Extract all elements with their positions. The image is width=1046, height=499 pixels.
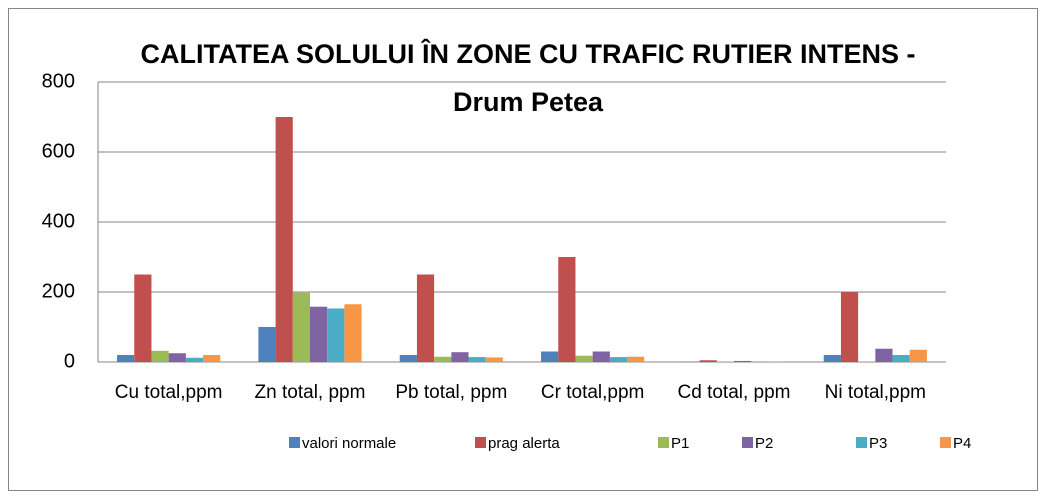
bar	[840, 292, 859, 362]
bar	[327, 308, 345, 362]
legend-swatch	[658, 437, 669, 448]
x-tick-label: Pb total, ppm	[395, 382, 508, 403]
bar	[310, 306, 328, 362]
legend-label: valori normale	[302, 435, 396, 452]
bar	[558, 257, 576, 362]
bar	[434, 356, 452, 362]
bar	[823, 355, 841, 362]
legend-label: P1	[671, 435, 689, 452]
bar	[699, 360, 717, 362]
bar	[185, 357, 204, 362]
x-tick-label: Cd total, ppm	[677, 382, 791, 403]
legend-swatch	[742, 437, 753, 448]
bar	[292, 292, 310, 362]
legend-swatch	[856, 437, 867, 448]
bar	[399, 355, 417, 362]
legend-swatch	[940, 437, 951, 448]
bar	[344, 304, 362, 362]
bar	[592, 351, 610, 362]
bar	[203, 355, 221, 362]
bar	[134, 274, 152, 362]
bar	[451, 352, 469, 362]
legend-swatch	[475, 437, 486, 448]
y-tick-label: 400	[42, 210, 75, 232]
bar	[875, 348, 893, 362]
legend-label: P3	[869, 435, 887, 452]
bar	[892, 355, 910, 362]
bar	[151, 350, 169, 362]
bar	[485, 357, 503, 362]
bar	[416, 274, 435, 362]
bar	[275, 117, 293, 362]
bar	[575, 355, 593, 362]
bar	[468, 357, 486, 362]
chart-border	[8, 8, 1038, 491]
bar	[117, 355, 135, 362]
legend-label: P2	[755, 435, 773, 452]
x-tick-label: Cu total,ppm	[114, 382, 223, 403]
legend-swatch	[289, 437, 300, 448]
bar	[909, 349, 927, 362]
y-tick-label: 800	[42, 70, 75, 92]
bar	[734, 360, 752, 362]
bar	[609, 357, 628, 362]
legend-label: P4	[953, 435, 971, 452]
legend-label: prag alerta	[488, 435, 560, 452]
x-tick-label: Cr total,ppm	[540, 382, 645, 403]
bar	[168, 353, 186, 362]
y-tick-label: 0	[64, 350, 75, 372]
x-tick-label: Ni total,ppm	[824, 382, 927, 403]
bar	[541, 351, 559, 362]
y-tick-label: 200	[42, 280, 75, 302]
chart-title: CALITATEA SOLULUI ÎN ZONE CU TRAFIC RUTI…	[140, 39, 916, 117]
y-tick-label: 600	[42, 140, 75, 162]
bar	[627, 356, 645, 362]
x-tick-label: Zn total, ppm	[254, 382, 366, 403]
bar	[258, 327, 276, 362]
